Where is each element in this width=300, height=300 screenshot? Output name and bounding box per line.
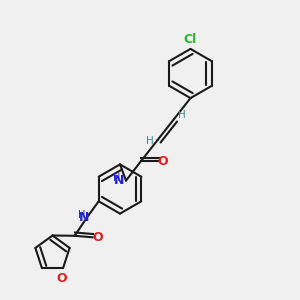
Text: H: H bbox=[78, 210, 85, 220]
Text: H: H bbox=[178, 110, 185, 121]
Text: H: H bbox=[112, 172, 120, 183]
Text: O: O bbox=[158, 154, 168, 168]
Text: N: N bbox=[79, 211, 89, 224]
Text: N: N bbox=[114, 174, 124, 187]
Text: Cl: Cl bbox=[184, 33, 197, 46]
Text: H: H bbox=[146, 136, 154, 146]
Text: O: O bbox=[56, 272, 67, 285]
Text: O: O bbox=[92, 231, 103, 244]
